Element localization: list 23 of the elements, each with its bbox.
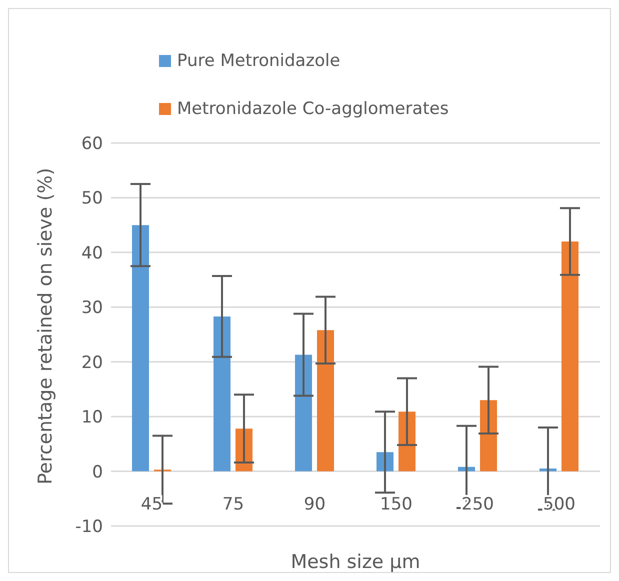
bar <box>214 316 230 472</box>
y-tick-label: 30 <box>81 298 103 318</box>
x-tick-label: 45 <box>140 494 163 514</box>
y-axis-title: Percentage retained on sieve (%) <box>34 168 57 484</box>
bar <box>317 330 334 472</box>
y-tick-label: 60 <box>81 134 103 154</box>
bar <box>562 241 578 472</box>
x-tick-label: 90 <box>304 494 326 514</box>
y-tick-label: -10 <box>75 517 103 538</box>
y-tick-label: 0 <box>92 462 103 482</box>
y-tick-label: 50 <box>81 188 103 209</box>
bar <box>480 400 497 472</box>
legend-label: Pure Metronidazole <box>177 51 340 71</box>
y-tick-label: 20 <box>81 352 103 373</box>
bar <box>132 225 149 472</box>
bar <box>295 354 312 472</box>
legend-label: Metronidazole Co-agglomerates <box>177 99 449 119</box>
x-tick-label: 150 <box>380 494 412 514</box>
bar <box>398 412 416 472</box>
x-axis-title: Mesh size µm <box>290 551 420 573</box>
x-tick-label: 75 <box>222 494 244 514</box>
y-tick-label: 40 <box>81 243 103 264</box>
y-tick-label: 10 <box>81 408 103 428</box>
